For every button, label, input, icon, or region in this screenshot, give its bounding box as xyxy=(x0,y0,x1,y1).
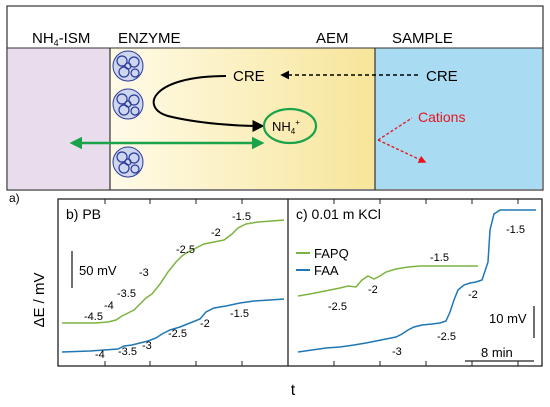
panel-b: b) PB 50 mV -4.5 -4 -3.5 -3 -2.5 -2 -1.5… xyxy=(61,206,285,361)
panel-b-green-label: -1.5 xyxy=(232,211,251,223)
x-axis-label: t xyxy=(291,382,296,399)
cations-arrow-down xyxy=(377,139,427,163)
zone-label-ism: NH4-ISM xyxy=(32,30,90,48)
panel-b-blue-labels: -4 -3.5 -3 -2.5 -2 -1.5 xyxy=(95,308,249,361)
cre-inside-label: CRE xyxy=(233,68,265,85)
panel-b-blue-label: -3.5 xyxy=(118,346,137,358)
ism-zone xyxy=(8,48,110,189)
panel-b-scalebar-label: 50 mV xyxy=(79,263,117,278)
enzyme-cluster-middle xyxy=(112,88,144,120)
panel-b-tag: b) PB xyxy=(66,206,101,222)
panel-c-tag: c) 0.01 m KCl xyxy=(296,206,381,222)
panel-c-blue-trace xyxy=(297,209,536,353)
panel-b-green-labels: -4.5 -4 -3.5 -3 -2.5 -2 -1.5 xyxy=(84,211,251,323)
zone-label-sample: SAMPLE xyxy=(392,30,453,47)
panel-b-blue-label: -1.5 xyxy=(230,308,249,320)
panel-b-green-label: -4 xyxy=(104,300,114,312)
panel-b-green-trace xyxy=(62,219,285,324)
panel-c-blue-label: -1.5 xyxy=(506,224,525,236)
nh4-oval xyxy=(262,107,318,145)
enzyme-cluster-top xyxy=(112,50,144,82)
panel-b-green-label: -2.5 xyxy=(176,244,195,256)
panel-b-blue-trace xyxy=(61,298,285,353)
y-axis-label: ΔE / mV xyxy=(31,272,48,327)
panel-c-blue-label: -2 xyxy=(468,289,478,301)
reaction-arrow xyxy=(152,75,265,132)
panel-c-scalebar-h-label: 8 min xyxy=(481,345,513,360)
panel-c-green-label: -2.5 xyxy=(328,301,347,313)
panel-c-blue-label: -2.5 xyxy=(437,331,456,343)
panel-b-green-label: -3 xyxy=(139,267,149,279)
bottom-ticks xyxy=(104,361,519,366)
panel-c: c) 0.01 m KCl FAPQ FAA -2.5 -2 -1.5 -3 -… xyxy=(296,206,536,362)
zone-label-aem: AEM xyxy=(316,30,349,47)
panel-c-green-trace xyxy=(297,265,478,297)
enzyme-cluster-bottom xyxy=(112,146,144,178)
legend-label-fapq: FAPQ xyxy=(314,246,349,261)
panel-a: NH4-ISM ENZYME AEM SAMPLE a) xyxy=(6,5,544,205)
nh4-label: NH4+ xyxy=(272,118,300,136)
panel-c-green-label: -2 xyxy=(368,284,378,296)
panel-b-blue-label: -4 xyxy=(95,349,105,361)
top-ticks xyxy=(104,199,519,204)
zone-label-enzyme: ENZYME xyxy=(118,30,181,47)
panel-c-blue-label: -3 xyxy=(392,346,402,358)
enzyme-aem-zone xyxy=(110,48,375,189)
panel-b-blue-label: -2 xyxy=(200,318,210,330)
panel-b-green-label: -2 xyxy=(211,227,221,239)
panel-a-tag: a) xyxy=(9,191,20,205)
panels-bc-frame xyxy=(57,198,543,367)
panel-b-blue-label: -3 xyxy=(142,340,152,352)
panel-c-blue-labels: -3 -2.5 -2 -1.5 xyxy=(392,224,525,358)
panel-c-green-labels: -2.5 -2 -1.5 xyxy=(328,252,449,313)
cre-sample-label: CRE xyxy=(426,68,458,85)
panels-bc: ΔE / mV t xyxy=(31,198,543,399)
panel-b-green-label: -4.5 xyxy=(84,311,103,323)
cations-label: Cations xyxy=(418,109,465,125)
legend-label-faa: FAA xyxy=(314,263,339,278)
panel-b-green-label: -3.5 xyxy=(117,288,136,300)
panel-c-legend: FAPQ FAA xyxy=(296,246,349,278)
panel-c-scalebar-v-label: 10 mV xyxy=(489,311,527,326)
panel-c-green-label: -1.5 xyxy=(430,252,449,264)
panel-b-blue-label: -2.5 xyxy=(168,328,187,340)
cations-arrow-up xyxy=(377,117,413,141)
sample-zone xyxy=(375,48,542,189)
